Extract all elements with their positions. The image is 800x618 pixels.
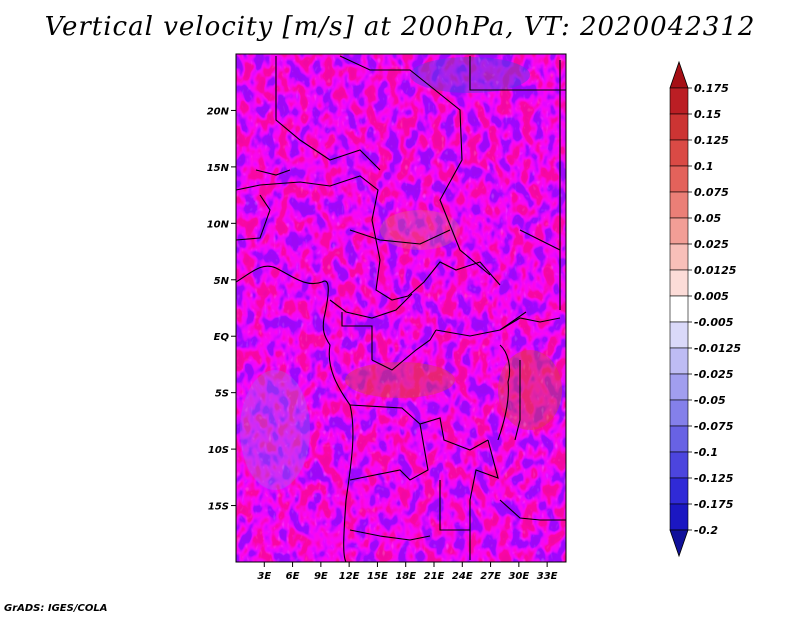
colorbar-label: -0.05: [694, 394, 726, 407]
colorbar-label: 0.1: [694, 160, 714, 173]
colorbar-segment: [669, 139, 689, 167]
colorbar-label: -0.2: [694, 524, 718, 537]
colorbar-segment: [669, 451, 689, 479]
x-tick-label: 21E: [424, 571, 445, 582]
x-tick-label: 3E: [257, 571, 271, 582]
x-tick-label: 9E: [314, 571, 328, 582]
y-tick-label: 5S: [215, 389, 229, 400]
colorbar-label: 0.075: [694, 186, 729, 199]
y-tick-label: 5N: [214, 276, 230, 287]
colorbar-label: 0.05: [694, 212, 721, 225]
x-axis: 3E 6E 9E 12E 15E 18E 21E 24E 27E 30E 33E: [257, 562, 558, 582]
colorbar-label: -0.025: [694, 368, 734, 381]
colorbar-label: -0.125: [694, 472, 734, 485]
colorbar-segment: [669, 295, 689, 323]
x-tick-label: 15E: [367, 571, 388, 582]
colorbar-segment: [669, 243, 689, 271]
y-tick-label: 10S: [208, 445, 229, 456]
colorbar-label: -0.005: [694, 316, 734, 329]
y-axis: 20N 15N 10N 5N EQ 5S 10S 15S: [207, 106, 236, 513]
y-tick-label: 15S: [208, 502, 229, 513]
colorbar-segment: [669, 529, 689, 558]
chart-title: Vertical velocity [m/s] at 200hPa, VT: 2…: [44, 12, 756, 42]
x-tick-label: 12E: [339, 571, 360, 582]
x-tick-label: 6E: [286, 571, 300, 582]
colorbar-segment: [669, 191, 689, 219]
x-tick-label: 18E: [395, 571, 416, 582]
colorbar-label: -0.075: [694, 420, 734, 433]
footer-credit: GrADS: IGES/COLA: [4, 603, 108, 614]
map-frame: [235, 53, 567, 563]
colorbar-segment: [669, 217, 689, 245]
colorbar-segment: [669, 60, 689, 89]
x-tick-label: 27E: [480, 571, 501, 582]
y-tick-label: 15N: [207, 163, 230, 174]
colorbar-segment: [669, 477, 689, 505]
colorbar-segment: [669, 503, 689, 531]
velocity-field: [236, 54, 566, 562]
map-borders: [236, 55, 566, 562]
colorbar-segment: [669, 165, 689, 193]
colorbar-label: 0.15: [694, 108, 721, 121]
colorbar-label: -0.0125: [694, 342, 741, 355]
colorbar-label: 0.005: [694, 290, 729, 303]
colorbar-label: 0.0125: [694, 264, 737, 277]
y-tick-label: 10N: [207, 219, 230, 230]
colorbar-segment: [669, 347, 689, 375]
colorbar-segment: [669, 113, 689, 141]
colorbar-label: 0.175: [694, 82, 729, 95]
colorbar: 0.175 0.15 0.125 0.1 0.075 0.05 0.025 0.0125 0.0…: [669, 60, 741, 558]
colorbar-segment: [669, 373, 689, 401]
colorbar-label: -0.175: [694, 498, 734, 511]
colorbar-segment: [669, 87, 689, 115]
colorbar-label: 0.125: [694, 134, 729, 147]
colorbar-segment: [669, 425, 689, 453]
colorbar-label: 0.025: [694, 238, 729, 251]
colorbar-segment: [669, 269, 689, 297]
colorbar-segment: [669, 321, 689, 349]
colorbar-label: -0.1: [694, 446, 718, 459]
x-tick-label: 33E: [537, 571, 558, 582]
y-tick-label: 20N: [207, 106, 230, 117]
x-tick-label: 24E: [452, 571, 473, 582]
colorbar-segment: [669, 399, 689, 427]
y-tick-label: EQ: [214, 332, 230, 343]
x-tick-label: 30E: [508, 571, 529, 582]
